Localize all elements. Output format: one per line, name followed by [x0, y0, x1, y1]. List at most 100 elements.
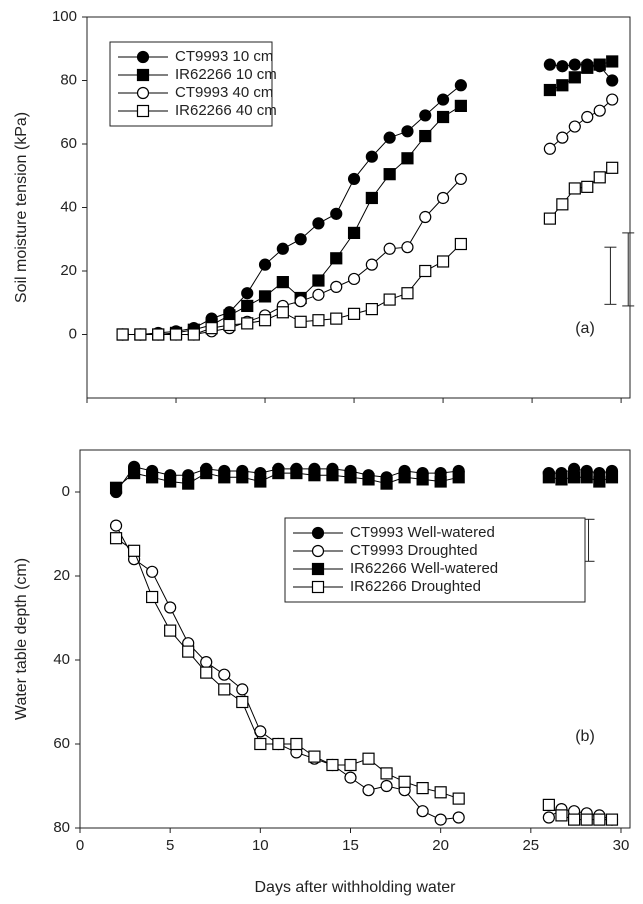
y-tick-label: 100	[52, 8, 77, 25]
y-tick-label: 20	[60, 262, 77, 279]
marker	[383, 168, 396, 181]
marker	[362, 752, 375, 765]
marker	[347, 172, 361, 186]
marker	[567, 813, 581, 826]
marker	[312, 314, 325, 327]
legend-marker	[311, 580, 325, 594]
legend-label: IR62266 10 cm	[175, 66, 277, 83]
marker	[109, 519, 123, 532]
y-tick-label: 80	[53, 819, 70, 836]
error-bar	[622, 232, 635, 307]
x-tick-label: 25	[522, 837, 539, 854]
legend-box	[284, 517, 586, 603]
panel: 0 20 40 60 80 0 5 10 15 20 25 30 Water table depth (…	[13, 449, 631, 896]
marker	[258, 314, 272, 327]
x-axis-label: Days after withholding water	[255, 879, 457, 896]
error-bar	[604, 246, 617, 305]
marker	[542, 811, 555, 824]
marker	[419, 109, 432, 122]
marker	[272, 467, 285, 480]
x-tick-label: 10	[252, 837, 269, 854]
marker	[416, 805, 429, 818]
marker	[290, 467, 303, 480]
marker	[606, 93, 619, 106]
panel: 0 20 40 60 80 100 Soil moisture tension (kPa) (…	[13, 8, 635, 403]
marker	[581, 180, 594, 193]
marker	[200, 655, 213, 669]
marker	[344, 471, 357, 484]
legend-label: CT9993 Droughted	[350, 542, 478, 559]
marker	[276, 276, 289, 289]
marker	[308, 750, 321, 763]
x-tick-label: 0	[76, 837, 84, 854]
legend-label: CT9993 40 cm	[175, 84, 273, 101]
marker	[182, 477, 195, 490]
marker	[312, 274, 325, 287]
marker	[272, 737, 285, 751]
marker	[568, 58, 581, 71]
marker	[146, 590, 159, 604]
marker	[146, 471, 159, 484]
marker	[543, 212, 556, 225]
marker	[383, 131, 396, 144]
marker	[419, 129, 432, 143]
marker	[365, 258, 378, 271]
marker	[258, 290, 272, 303]
marker	[434, 786, 447, 799]
marker	[568, 182, 581, 195]
marker	[555, 809, 568, 822]
marker	[436, 191, 450, 205]
panel-label: (b)	[575, 728, 595, 745]
marker	[200, 467, 213, 480]
marker	[164, 475, 177, 488]
marker	[218, 471, 231, 484]
marker	[452, 471, 465, 484]
marker	[330, 252, 343, 265]
y-tick-label: 40	[60, 198, 77, 215]
marker	[365, 150, 378, 163]
marker	[556, 131, 569, 144]
marker	[109, 481, 123, 494]
y-tick-label: 20	[53, 567, 70, 584]
marker	[330, 312, 343, 325]
marker	[205, 322, 218, 335]
marker	[398, 775, 411, 788]
plot-frame	[79, 449, 631, 829]
marker	[236, 683, 249, 696]
marker	[568, 71, 581, 84]
legend-marker	[136, 68, 150, 82]
marker	[312, 288, 325, 301]
marker	[383, 242, 396, 255]
marker	[290, 737, 303, 751]
marker	[593, 475, 606, 488]
marker	[276, 306, 289, 319]
marker	[182, 645, 195, 658]
series	[116, 161, 619, 341]
marker	[380, 767, 393, 780]
marker	[294, 295, 307, 308]
marker	[401, 152, 414, 165]
marker	[365, 303, 378, 316]
x-tick-label: 30	[613, 837, 630, 854]
marker	[555, 473, 568, 486]
marker	[436, 110, 450, 124]
y-tick-label: 60	[60, 135, 77, 152]
marker	[146, 565, 159, 578]
x-tick-label: 20	[432, 837, 449, 854]
marker	[223, 318, 236, 332]
marker	[401, 125, 414, 138]
marker	[383, 293, 396, 306]
marker	[218, 683, 231, 696]
marker	[152, 328, 165, 341]
marker	[116, 328, 129, 341]
marker	[419, 210, 432, 224]
series	[109, 467, 619, 494]
marker	[308, 469, 321, 482]
marker	[236, 695, 249, 709]
marker	[593, 104, 606, 117]
marker	[330, 280, 343, 293]
marker	[344, 758, 357, 772]
x-tick-label: 5	[166, 837, 174, 854]
marker	[344, 771, 357, 784]
